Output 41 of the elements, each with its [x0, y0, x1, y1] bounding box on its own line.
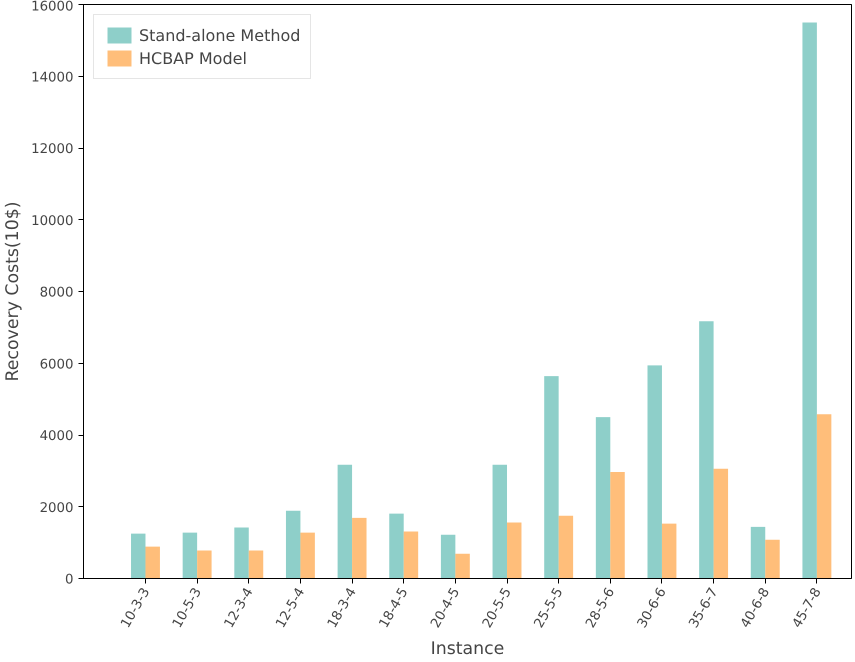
bar	[610, 472, 625, 578]
y-tick-label: 12000	[31, 142, 74, 157]
bar	[389, 514, 404, 578]
bar	[816, 414, 832, 578]
bar	[544, 376, 559, 578]
bar	[662, 524, 676, 578]
bar	[558, 516, 574, 578]
y-tick-label: 16000	[31, 0, 74, 14]
bar	[352, 518, 367, 578]
bar	[647, 365, 662, 578]
y-tick-label: 2000	[40, 500, 74, 516]
x-axis-title: Instance	[430, 639, 504, 660]
bar	[699, 321, 714, 578]
bar	[131, 534, 146, 578]
bar	[182, 532, 198, 578]
bar	[492, 464, 508, 578]
y-tick-label: 4000	[40, 429, 74, 444]
bar	[248, 550, 264, 578]
y-axis-title: Recovery Costs(10$)	[3, 202, 24, 382]
bar	[507, 522, 522, 578]
bar	[750, 526, 766, 578]
y-tick-label: 0	[65, 572, 74, 588]
y-tick-label: 6000	[40, 357, 74, 372]
bar	[440, 534, 456, 578]
bar	[286, 510, 300, 578]
bar	[197, 550, 212, 578]
bar	[765, 540, 780, 578]
bar	[802, 22, 817, 578]
bar	[596, 417, 610, 578]
bar	[714, 468, 728, 578]
y-tick-label: 14000	[31, 70, 74, 86]
y-tick-label: 10000	[31, 214, 74, 229]
legend-label: Stand-alone Method	[139, 26, 300, 44]
y-tick-label: 8000	[40, 286, 74, 300]
bar	[404, 532, 418, 578]
bar	[234, 528, 249, 578]
bar	[300, 532, 315, 578]
bar	[455, 554, 470, 578]
legend-label: HCBAP Model	[139, 48, 247, 68]
bar	[145, 546, 160, 578]
bar	[338, 464, 352, 578]
